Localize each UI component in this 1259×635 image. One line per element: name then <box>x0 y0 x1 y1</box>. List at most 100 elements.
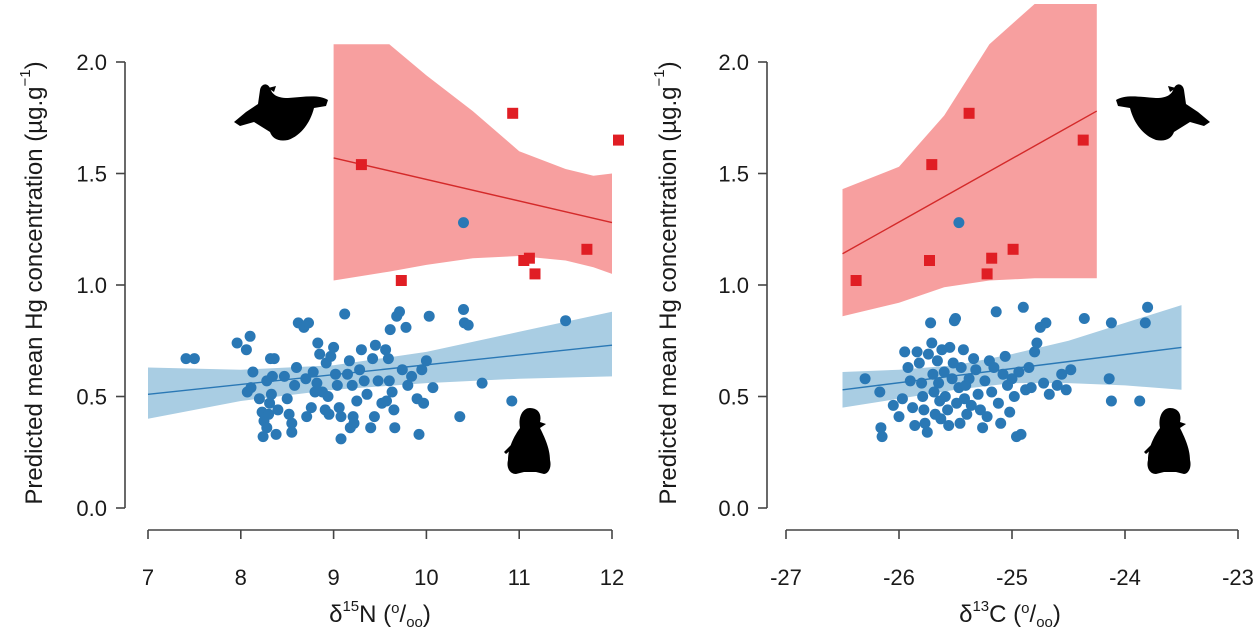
data-point-circle <box>922 348 934 360</box>
data-point-circle <box>406 370 418 382</box>
x-tick-label: -25 <box>996 565 1028 590</box>
trend-lines <box>842 110 1182 391</box>
data-point-circle <box>253 393 265 405</box>
data-point-circle <box>954 417 966 429</box>
data-point-circle <box>322 391 334 402</box>
data-point-square <box>523 252 535 264</box>
data-point-circle <box>1105 317 1117 329</box>
data-point-square <box>981 268 993 280</box>
data-point-circle <box>1043 388 1055 400</box>
trend-line-adelie <box>147 344 613 395</box>
data-point-circle <box>1023 362 1035 373</box>
data-point-circle <box>887 399 899 411</box>
data-point-circle <box>1008 391 1020 402</box>
data-point-circle <box>893 411 905 423</box>
data-point-circle <box>1029 346 1041 358</box>
data-point-square <box>581 243 593 255</box>
data-point-circle <box>909 420 921 431</box>
panel-carbon: 0.0 0.5 1.0 1.5 2.0 -27 -26 -25 -24 -23 Predicted… <box>651 4 1254 631</box>
data-point-circle <box>240 344 252 356</box>
data-point-circle <box>1103 373 1115 385</box>
data-point-circle <box>938 366 950 378</box>
data-point-circle <box>325 350 337 362</box>
data-point-circle <box>257 431 269 443</box>
data-point-circle <box>957 344 969 356</box>
data-point-circle <box>921 426 933 438</box>
data-point-circle <box>283 408 295 420</box>
data-point-circle <box>311 377 323 389</box>
data-point-circle <box>369 339 381 351</box>
data-point-square <box>1007 243 1019 255</box>
data-point-circle <box>247 366 259 378</box>
trend-line-adelie <box>842 346 1182 391</box>
data-point-circle <box>916 377 928 389</box>
trend-line-emperor <box>842 110 1098 255</box>
data-point-circle <box>981 411 993 423</box>
confidence-bands <box>842 4 1182 408</box>
data-point-circle <box>286 417 298 429</box>
data-point-circle <box>476 377 488 389</box>
data-point-circle <box>928 386 940 398</box>
data-point-circle <box>323 408 335 420</box>
data-point-circle <box>970 364 982 376</box>
data-point-circle <box>307 366 319 378</box>
data-point-circle <box>394 306 405 318</box>
data-point-circle <box>1051 379 1063 391</box>
y-tick-label: 0.5 <box>718 385 749 410</box>
data-point-circle <box>959 393 970 405</box>
y-tick-label: 1.0 <box>76 273 107 298</box>
data-point-circle <box>388 404 400 416</box>
tick-labels: 0.0 0.5 1.0 1.5 2.0 7 8 9 10 11 12 <box>76 50 624 590</box>
data-point-circle <box>942 404 954 416</box>
data-points <box>850 107 1154 443</box>
data-point-circle <box>995 417 1007 429</box>
data-point-circle <box>314 348 326 360</box>
data-point-square <box>507 107 519 119</box>
data-point-circle <box>427 382 439 394</box>
data-point-circle <box>368 411 380 423</box>
data-point-circle <box>931 355 943 367</box>
data-point-circle <box>992 397 1004 409</box>
x-tick-label: 10 <box>414 565 438 590</box>
x-tick-label: 12 <box>600 565 624 590</box>
data-point-circle <box>291 362 302 373</box>
data-point-circle <box>396 364 408 376</box>
data-point-circle <box>264 397 276 409</box>
data-point-circle <box>265 388 277 400</box>
data-point-circle <box>1013 366 1025 378</box>
data-point-circle <box>946 373 958 385</box>
data-point-circle <box>1139 317 1151 329</box>
emperor-penguin-silhouette-icon <box>1116 84 1210 141</box>
data-point-circle <box>911 346 923 358</box>
emperor-penguin-silhouette-icon <box>234 84 328 141</box>
trend-lines <box>147 157 613 395</box>
confidence-band-emperor <box>842 4 1097 317</box>
data-point-circle <box>560 315 572 327</box>
data-point-circle <box>506 395 518 407</box>
confidence-band-emperor <box>333 44 612 281</box>
data-point-circle <box>1006 373 1018 385</box>
data-point-circle <box>312 337 324 349</box>
data-point-circle <box>943 420 955 431</box>
data-point-circle <box>1015 428 1027 440</box>
data-point-circle <box>968 353 980 365</box>
panel-nitrogen: 0.0 0.5 1.0 1.5 2.0 7 8 9 10 11 12 Predicted mean … <box>17 44 624 631</box>
data-point-circle <box>416 364 428 376</box>
data-point-circle <box>400 321 412 333</box>
data-point-circle <box>944 341 956 353</box>
data-point-square <box>986 252 998 264</box>
y-tick-label: 1.5 <box>76 162 107 187</box>
data-point-square <box>395 275 407 286</box>
data-point-circle <box>904 375 916 387</box>
x-tick-label: -27 <box>770 565 802 590</box>
data-point-circle <box>1142 301 1154 313</box>
data-point-square <box>926 159 938 171</box>
data-point-circle <box>365 422 377 434</box>
data-point-circle <box>418 397 430 409</box>
y-tick-label: 1.5 <box>718 162 749 187</box>
data-point-circle <box>1134 395 1146 407</box>
data-point-circle <box>458 217 469 229</box>
data-point-circle <box>953 217 965 229</box>
x-tick-label: -24 <box>1109 565 1141 590</box>
x-axis-label: δ13C (o/oo) <box>959 598 1061 631</box>
